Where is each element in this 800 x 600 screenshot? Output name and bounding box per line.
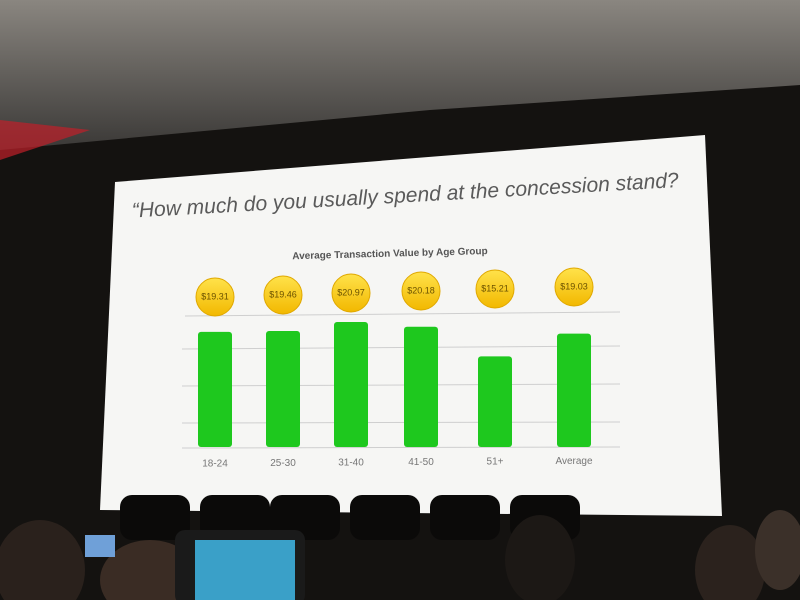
coin <box>554 267 594 307</box>
ceiling <box>0 0 800 150</box>
data-label: $20.97 <box>337 287 365 297</box>
head <box>755 510 800 590</box>
axis-line <box>181 446 621 449</box>
data-label: $20.18 <box>407 285 435 295</box>
chart-title: Average Transaction Value by Age Group <box>292 246 488 262</box>
bar <box>334 322 368 447</box>
grid <box>181 311 621 449</box>
coin <box>331 273 371 313</box>
x-tick-label: 25-30 <box>270 458 296 469</box>
chair <box>200 495 270 540</box>
grid-line <box>181 383 621 387</box>
head <box>100 540 200 600</box>
x-tick-label: 51+ <box>487 457 504 468</box>
grid-line <box>184 311 621 317</box>
x-tick-label: 18-24 <box>202 459 228 470</box>
head <box>505 515 575 600</box>
chair <box>270 495 340 540</box>
head <box>695 525 765 600</box>
data-label: $19.31 <box>201 291 229 301</box>
head <box>0 520 85 600</box>
grid-line <box>181 345 621 350</box>
chair <box>430 495 500 540</box>
coin <box>401 271 441 311</box>
chair <box>120 495 190 540</box>
phone-screen <box>85 535 115 557</box>
x-tick-label: 41-50 <box>408 457 434 468</box>
bar <box>404 326 438 447</box>
bar <box>198 331 232 447</box>
x-tick-label: 31-40 <box>338 458 364 469</box>
bar <box>478 356 512 447</box>
red-light <box>0 120 90 160</box>
coin <box>263 275 303 315</box>
coin <box>475 269 515 309</box>
chair <box>350 495 420 540</box>
data-label: $19.46 <box>269 289 297 299</box>
data-label: $19.03 <box>560 281 588 291</box>
phone-screen <box>195 540 295 600</box>
coin <box>195 277 235 317</box>
data-label: $15.21 <box>481 283 509 293</box>
grid-line <box>181 421 621 424</box>
bar <box>557 333 591 447</box>
bar <box>266 331 300 447</box>
audience <box>0 495 800 600</box>
x-tick-label: Average <box>555 456 593 467</box>
